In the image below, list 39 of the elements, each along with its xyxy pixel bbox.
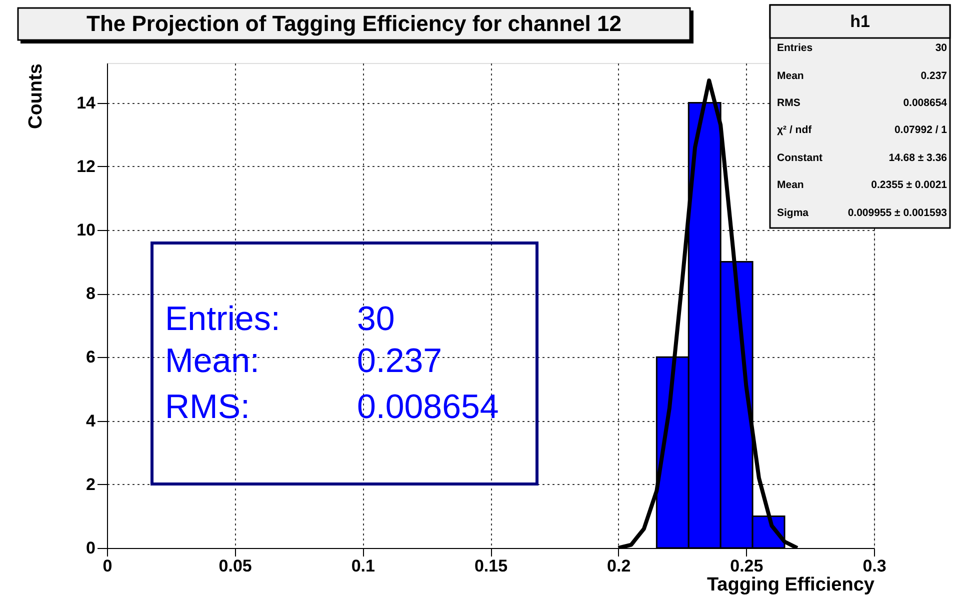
annotation: 0.237 — [357, 342, 442, 380]
annotation: Mean: — [165, 342, 260, 380]
x-tick-label: 0.2 — [607, 556, 631, 576]
text: 14.68 ± 3.36 — [888, 152, 948, 164]
y-tick-label: 14 — [76, 93, 96, 112]
y-tick-label: 6 — [86, 348, 96, 367]
annotation: 0.008654 — [357, 388, 499, 426]
text: Entries — [777, 42, 813, 54]
x-tick-label: 0.25 — [730, 556, 764, 576]
annotation: 0.2355 ± 0.0021 — [871, 179, 948, 191]
annotation: χ² / ndf — [777, 124, 812, 136]
annotation: Sigma — [777, 207, 809, 219]
x-tick-label: 0.05 — [218, 556, 252, 576]
text: h1 — [850, 12, 870, 31]
annotation: RMS: — [165, 388, 250, 426]
y-axis-title: Counts — [26, 64, 46, 129]
text: 0.07992 / 1 — [894, 124, 948, 136]
annotation: Mean — [777, 179, 804, 191]
annotation: Entries: — [165, 300, 280, 338]
y-tick-label: 0 — [86, 538, 96, 558]
annotation: 30 — [357, 300, 395, 338]
x-axis-title: Tagging Efficiency — [706, 574, 875, 596]
x-tick-label: 0 — [102, 556, 112, 576]
x-tick-label: 0.15 — [474, 556, 508, 576]
annotation: 0.009955 ± 0.001593 — [848, 207, 948, 219]
text: 30 — [935, 42, 948, 54]
annotation: Mean — [777, 70, 804, 82]
chart-title: The Projection of Tagging Efficiency for channel 12 — [86, 11, 622, 36]
annotation: Constant — [777, 152, 823, 164]
x-tick-label: 0.3 — [862, 556, 886, 576]
y-tick-label: 12 — [76, 156, 96, 176]
y-tick-label: 10 — [76, 220, 96, 240]
annotation: RMS — [777, 97, 800, 109]
y-tick-label: 2 — [86, 474, 96, 494]
text: 0.008654 — [903, 97, 948, 109]
y-tick-label: 8 — [86, 284, 96, 304]
text: 0.237 — [920, 70, 948, 82]
x-tick-label: 0.1 — [351, 556, 375, 576]
y-tick-label: 4 — [86, 411, 96, 430]
